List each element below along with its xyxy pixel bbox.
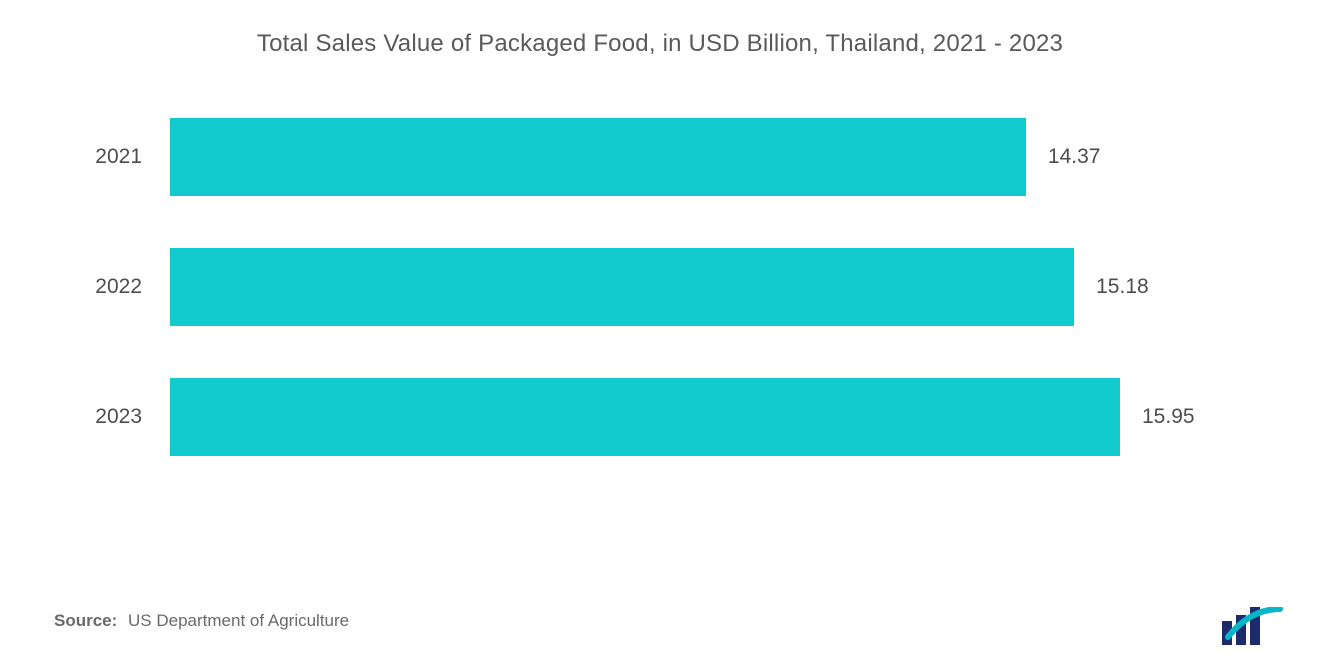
bar-track: 15.18	[170, 248, 1120, 326]
source-text: US Department of Agriculture	[128, 611, 349, 630]
bar	[170, 118, 1026, 196]
value-label: 15.18	[1096, 275, 1149, 299]
category-label: 2022	[80, 275, 170, 299]
bar-row: 202315.95	[80, 378, 1120, 456]
source-attribution: Source: US Department of Agriculture	[54, 611, 349, 631]
bar	[170, 248, 1074, 326]
plot-area: 202114.37202215.18202315.95	[40, 118, 1280, 625]
chart-container: Total Sales Value of Packaged Food, in U…	[0, 0, 1320, 665]
chart-title: Total Sales Value of Packaged Food, in U…	[40, 30, 1280, 58]
brand-logo	[1222, 607, 1284, 645]
bar-row: 202215.18	[80, 248, 1120, 326]
source-label: Source:	[54, 611, 117, 630]
category-label: 2021	[80, 145, 170, 169]
value-label: 14.37	[1048, 145, 1101, 169]
value-label: 15.95	[1142, 405, 1195, 429]
bar	[170, 378, 1120, 456]
bar-row: 2021 14.37	[80, 118, 1120, 196]
bar-track: 15.95	[170, 378, 1120, 456]
bar-track: 14.37	[170, 118, 1120, 196]
category-label: 2023	[80, 405, 170, 429]
